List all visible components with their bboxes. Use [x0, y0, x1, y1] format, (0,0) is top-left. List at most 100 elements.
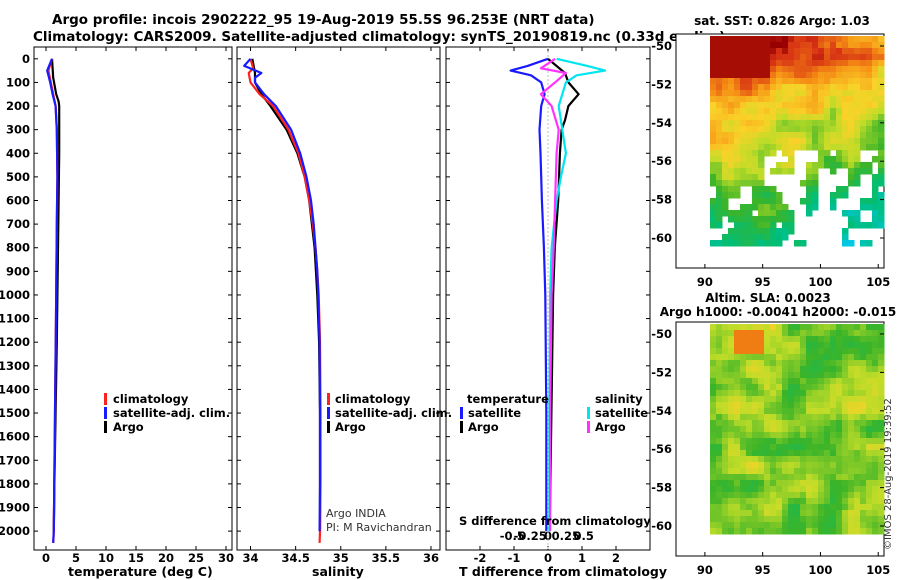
map-cell — [842, 384, 849, 391]
map-cell — [878, 486, 885, 493]
map-cell — [758, 156, 765, 163]
map-cell — [860, 54, 867, 61]
map-cell — [716, 414, 723, 421]
map-cell — [854, 372, 861, 379]
map-cell — [824, 522, 831, 529]
s-difference-tick-label: 0.5 — [574, 529, 594, 543]
map-cell — [860, 354, 867, 361]
map-cell — [854, 414, 861, 421]
map-cell — [812, 402, 819, 409]
map-cell — [710, 54, 717, 61]
map-cell — [740, 120, 747, 127]
map-cell — [728, 420, 735, 427]
sla-panel-title2: Argo h1000: -0.0041 h2000: -0.015 — [660, 305, 896, 319]
map-cell — [872, 36, 879, 43]
map-cell — [770, 480, 777, 487]
map-cell — [746, 162, 753, 169]
map-cell — [776, 126, 783, 133]
map-cell — [734, 132, 741, 139]
map-cell — [752, 390, 759, 397]
map-cell — [800, 504, 807, 511]
map-cell — [848, 336, 855, 343]
map-cell — [776, 444, 783, 451]
map-cell — [788, 474, 795, 481]
map-cell — [806, 60, 813, 67]
salinity-legend: climatology satellite-adj. clim. Argo Ar… — [326, 392, 452, 534]
map-cell — [854, 36, 861, 43]
map-cell — [866, 360, 873, 367]
map-cell — [794, 78, 801, 85]
map-cell — [782, 456, 789, 463]
map-cell — [812, 372, 819, 379]
map-cell — [794, 474, 801, 481]
map-cell — [818, 150, 825, 157]
sla-map-image — [710, 324, 885, 535]
map-cell — [866, 66, 873, 73]
map-cell — [764, 426, 771, 433]
map-cell — [758, 42, 765, 49]
map-cell — [842, 456, 849, 463]
map-cell — [758, 396, 765, 403]
map-cell — [836, 66, 843, 73]
map-cell — [848, 402, 855, 409]
map-cell — [770, 114, 777, 121]
map-cell — [872, 114, 879, 121]
map-cell — [836, 162, 843, 169]
map-cell — [878, 438, 885, 445]
map-cell — [746, 120, 753, 127]
map-cell — [836, 438, 843, 445]
map-cell — [800, 516, 807, 523]
map-cell — [728, 516, 735, 523]
map-cell — [836, 138, 843, 145]
map-cell — [740, 90, 747, 97]
map-cell — [764, 126, 771, 133]
map-cell — [806, 132, 813, 139]
map-cell — [728, 360, 735, 367]
map-cell — [728, 510, 735, 517]
map-cell — [764, 102, 771, 109]
map-lon-tick-label: 105 — [866, 563, 890, 577]
map-cell — [758, 222, 765, 229]
map-cell — [716, 420, 723, 427]
salinity-x-tick-label: 34 — [243, 551, 259, 565]
map-cell — [842, 108, 849, 115]
map-cell — [728, 336, 735, 343]
map-cell — [746, 168, 753, 175]
map-cell — [866, 48, 873, 55]
map-cell — [716, 384, 723, 391]
map-cell — [830, 414, 837, 421]
map-cell — [848, 384, 855, 391]
map-cell — [734, 84, 741, 91]
map-cell — [806, 84, 813, 91]
map-cell — [710, 174, 717, 181]
map-cell — [830, 420, 837, 427]
map-cell — [878, 330, 885, 337]
map-cell — [746, 492, 753, 499]
map-cell — [758, 96, 765, 103]
map-cell — [848, 528, 855, 535]
map-cell — [848, 102, 855, 109]
map-cell — [818, 414, 825, 421]
map-cell — [746, 366, 753, 373]
map-cell — [848, 174, 855, 181]
map-cell — [764, 414, 771, 421]
map-cell — [860, 324, 867, 331]
map-cell — [746, 138, 753, 145]
map-cell — [866, 372, 873, 379]
map-cell — [866, 240, 873, 247]
map-cell — [770, 186, 777, 193]
map-cell — [728, 102, 735, 109]
map-cell — [854, 48, 861, 55]
map-cell — [866, 198, 873, 205]
map-cell — [800, 360, 807, 367]
map-cell — [842, 486, 849, 493]
map-cell — [770, 198, 777, 205]
map-cell — [812, 204, 819, 211]
map-cell — [854, 480, 861, 487]
map-cell — [848, 324, 855, 331]
map-cell — [806, 102, 813, 109]
map-cell — [836, 42, 843, 49]
map-cell — [740, 222, 747, 229]
map-cell — [854, 168, 861, 175]
map-cell — [722, 234, 729, 241]
